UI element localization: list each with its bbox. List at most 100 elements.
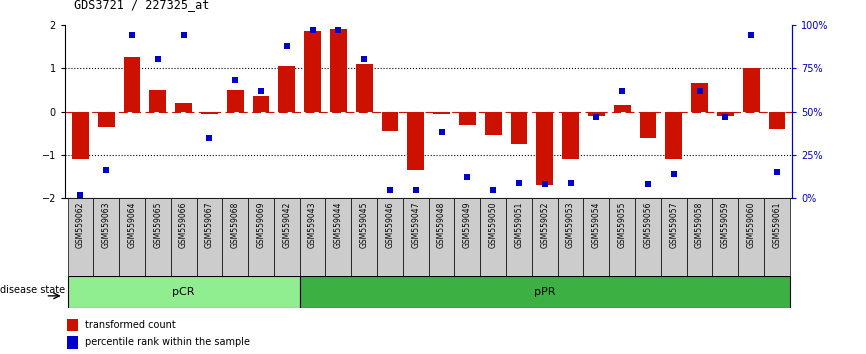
Text: pCR: pCR <box>172 287 195 297</box>
Bar <box>304 31 321 112</box>
Text: GSM559060: GSM559060 <box>746 201 756 248</box>
Point <box>512 180 526 185</box>
Bar <box>356 64 372 112</box>
Bar <box>713 198 738 276</box>
Text: GSM559067: GSM559067 <box>205 201 214 248</box>
Bar <box>562 112 579 159</box>
Bar <box>455 198 481 276</box>
Point <box>693 88 707 93</box>
Bar <box>72 112 89 159</box>
Point <box>641 182 655 187</box>
Bar <box>429 198 455 276</box>
Point <box>100 168 113 173</box>
Bar <box>588 112 604 116</box>
Bar <box>330 29 346 112</box>
Text: GSM559051: GSM559051 <box>514 201 523 248</box>
Point <box>332 27 346 33</box>
Bar <box>120 198 145 276</box>
Bar <box>764 198 790 276</box>
Bar <box>665 112 682 159</box>
Bar <box>98 112 114 127</box>
Text: GSM559057: GSM559057 <box>669 201 678 248</box>
Text: GSM559042: GSM559042 <box>282 201 291 248</box>
Bar <box>743 68 759 112</box>
Text: GSM559046: GSM559046 <box>385 201 395 248</box>
Bar <box>300 198 326 276</box>
Bar <box>68 319 78 331</box>
Bar <box>175 103 192 112</box>
Text: GSM559047: GSM559047 <box>411 201 420 248</box>
Text: GSM559062: GSM559062 <box>76 201 85 248</box>
Bar <box>227 90 243 112</box>
Text: GSM559056: GSM559056 <box>643 201 652 248</box>
Bar <box>274 198 300 276</box>
Text: GSM559053: GSM559053 <box>566 201 575 248</box>
Bar <box>459 112 475 125</box>
Bar <box>481 198 506 276</box>
Bar <box>403 198 429 276</box>
Bar <box>558 198 584 276</box>
Point <box>590 114 604 120</box>
Bar <box>94 198 120 276</box>
Bar <box>485 112 501 135</box>
Bar <box>506 198 532 276</box>
Bar <box>326 198 352 276</box>
Bar <box>610 198 635 276</box>
Point <box>229 78 242 83</box>
Text: GSM559048: GSM559048 <box>437 201 446 248</box>
Point <box>177 32 191 38</box>
Bar <box>584 198 610 276</box>
Bar <box>253 96 269 112</box>
Text: GSM559058: GSM559058 <box>695 201 704 248</box>
Bar <box>171 198 197 276</box>
Point <box>358 57 372 62</box>
Bar <box>197 198 223 276</box>
Text: GSM559045: GSM559045 <box>359 201 369 248</box>
Bar <box>614 105 630 112</box>
Bar <box>382 112 398 131</box>
Bar <box>124 57 140 112</box>
Point <box>744 32 758 38</box>
Point <box>151 57 165 62</box>
Point <box>719 114 733 120</box>
Bar <box>223 198 248 276</box>
Bar <box>691 83 708 112</box>
Text: GSM559059: GSM559059 <box>721 201 730 248</box>
Bar <box>407 112 424 170</box>
Text: GSM559061: GSM559061 <box>772 201 781 248</box>
Text: GSM559055: GSM559055 <box>617 201 627 248</box>
Text: percentile rank within the sample: percentile rank within the sample <box>85 337 249 347</box>
Point <box>125 32 139 38</box>
Point <box>667 171 681 177</box>
Point <box>306 27 320 33</box>
Text: GSM559065: GSM559065 <box>153 201 162 248</box>
Text: GSM559049: GSM559049 <box>462 201 472 248</box>
Text: GSM559064: GSM559064 <box>127 201 137 248</box>
Point <box>486 187 500 193</box>
Bar <box>717 112 734 116</box>
Text: GSM559052: GSM559052 <box>540 201 549 248</box>
Bar <box>661 198 687 276</box>
Bar <box>738 198 764 276</box>
Point <box>538 182 552 187</box>
Point <box>280 43 294 48</box>
Bar <box>687 198 713 276</box>
Bar <box>68 198 94 276</box>
Point <box>203 135 216 140</box>
Bar <box>68 276 300 308</box>
Point <box>435 130 449 135</box>
Text: GSM559063: GSM559063 <box>101 201 111 248</box>
Bar <box>640 112 656 137</box>
Bar <box>278 66 295 112</box>
Bar <box>532 198 558 276</box>
Text: GSM559043: GSM559043 <box>308 201 317 248</box>
Bar <box>201 112 217 114</box>
Bar <box>635 198 661 276</box>
Bar <box>145 198 171 276</box>
Point <box>564 180 578 185</box>
Text: GSM559069: GSM559069 <box>256 201 266 248</box>
Point <box>383 187 397 193</box>
Bar <box>377 198 403 276</box>
Bar <box>300 276 790 308</box>
Text: GSM559044: GSM559044 <box>334 201 343 248</box>
